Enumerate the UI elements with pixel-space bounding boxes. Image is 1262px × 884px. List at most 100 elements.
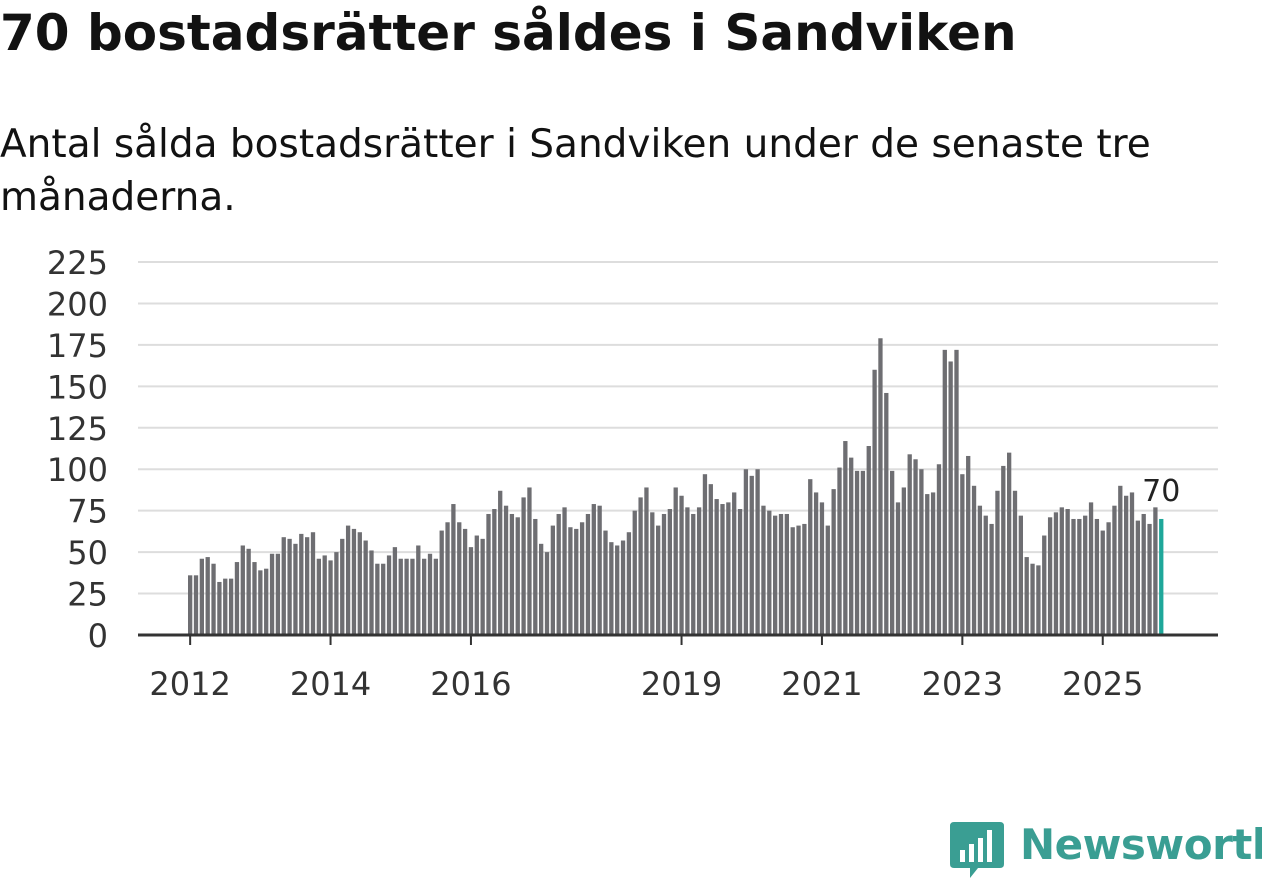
bar [1065,509,1070,635]
bar [1153,507,1158,635]
bar [275,553,281,635]
bar [1100,530,1105,635]
bar [919,469,924,635]
bar [293,543,298,635]
bar [427,553,433,635]
bar [626,532,632,635]
y-tick-label: 150 [47,368,108,406]
bar [743,469,749,635]
bar [971,485,977,635]
bar [591,504,596,635]
x-tick-label: 2021 [781,665,862,703]
bar [989,523,994,635]
bar [579,522,585,635]
bar [1007,452,1012,635]
bar [802,523,807,635]
bar [492,509,497,635]
bar [457,522,462,635]
bar [954,349,959,635]
chart-subtitle: Antal sålda bostadsrätter i Sandviken un… [0,122,1151,220]
y-tick-label: 100 [47,451,108,489]
last-value-label: 70 [1142,474,1180,509]
bar [930,492,936,635]
bar [445,522,450,635]
bar [357,532,362,635]
bar [773,515,778,635]
bar [252,562,257,635]
x-tick-label: 2014 [290,665,371,703]
bar [597,505,602,635]
bar [784,513,789,635]
bar [656,525,661,635]
bar [813,492,819,635]
bar [375,563,380,635]
bar [515,517,520,635]
bar [819,502,825,635]
bar [790,527,795,635]
bar [632,510,637,635]
bar [550,525,555,635]
bar [1112,505,1117,635]
bar [585,513,591,635]
y-tick-label: 75 [67,493,108,531]
bar [503,505,509,635]
bar [726,502,731,635]
bar [936,464,942,635]
bar [866,446,871,635]
bar [193,575,199,635]
bar [1024,557,1029,635]
bar [1094,518,1100,635]
bar [305,537,310,635]
bar [1047,517,1053,635]
bar [691,513,696,635]
bar [1071,518,1076,635]
bar [328,560,333,635]
bar [234,562,240,635]
bar [1118,485,1123,635]
data-labels: 70 [1139,471,1183,512]
newsworthy-logo: Newsworthy [948,818,1262,880]
bar [1018,515,1023,635]
bar [895,502,901,635]
bar [562,507,567,635]
y-tick-label: 25 [67,576,108,614]
bar [258,570,263,635]
bar [199,558,204,635]
bar [825,525,830,635]
chart-title: 70 bostadsrätter såldes i Sandviken [0,4,1017,62]
bar [960,474,965,635]
bar [796,525,801,635]
bar [901,487,906,635]
bar [679,495,684,635]
bar [533,518,538,635]
bar [913,459,918,635]
bar [521,497,526,635]
bar [878,338,883,635]
bar [966,455,971,635]
bar [884,392,889,635]
bar [299,533,304,635]
x-tick-label: 2025 [1062,665,1143,703]
bar [1106,522,1111,635]
bar [416,545,421,635]
y-tick-label: 225 [47,244,108,282]
bar [386,555,392,635]
x-tick-label: 2019 [641,665,722,703]
bar [872,369,877,635]
bar [1141,513,1146,635]
bar [661,513,667,635]
bar [316,558,321,635]
x-tick-label: 2023 [922,665,1003,703]
bar [1083,515,1088,635]
y-tick-label: 0 [88,617,108,655]
bar [1030,563,1035,635]
bar [240,545,245,635]
brand-name: Newsworthy [1020,820,1262,869]
bars [188,338,1164,635]
x-axis-ticks: 2012 2014 2016 2019 2021 2023 2025 [149,635,1143,703]
bar [498,490,503,635]
bar [556,513,561,635]
bar [620,540,626,635]
bar [615,545,620,635]
